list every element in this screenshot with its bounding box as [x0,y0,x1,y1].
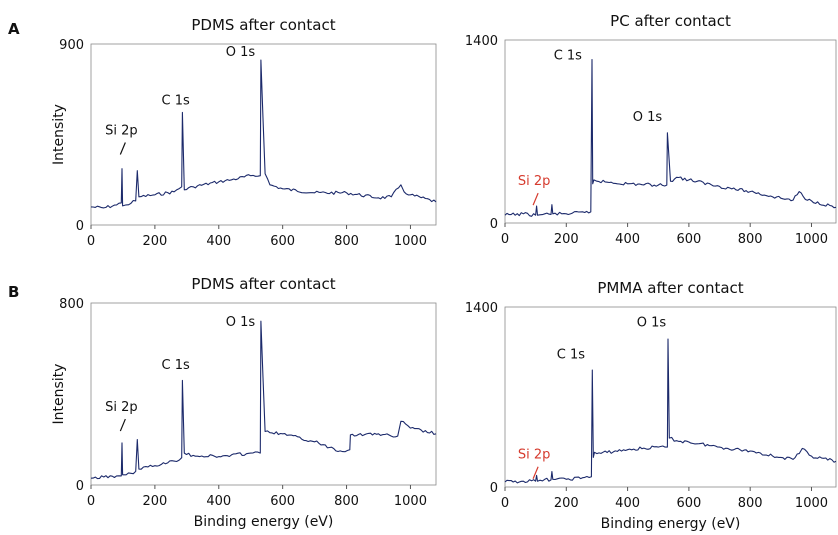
y-tick-label: 1400 [465,301,498,316]
spectrum-line [504,59,837,217]
y-axis-label: Intensity [51,104,67,165]
peak-label: C 1s [557,347,585,362]
chart-panel-1: PDMS after contact 0 200 400 600 800 1000 0 900 I… [51,16,437,249]
y-tick-label: 0 [76,219,84,234]
x-tick-label: 600 [270,234,295,249]
chart-title: PDMS after contact [191,16,335,34]
panel-label-b: B [8,283,19,301]
spectrum-line [90,320,437,480]
peak-pointer [532,466,539,479]
x-tick-label: 0 [501,496,509,511]
peak-label: Si 2p [105,400,138,415]
x-axis-label: Binding energy (eV) [194,514,334,530]
panel-label-a: A [8,20,20,38]
y-tick-label: 0 [76,479,84,494]
peak-label: O 1s [637,315,667,330]
peak-label: C 1s [554,49,582,64]
spectrum-line [504,338,837,484]
peak-pointer [119,418,126,432]
peak-label: Si 2p [105,124,138,139]
y-tick-label: 800 [59,297,84,312]
x-tick-label: 600 [676,232,701,247]
peak-label: O 1s [226,45,256,60]
x-tick-label: 400 [615,232,640,247]
chart-title: PC after contact [610,12,731,30]
x-tick-label: 200 [142,494,167,509]
x-tick-label: 800 [334,494,359,509]
x-tick-label: 400 [206,494,231,509]
chart-title: PDMS after contact [191,275,335,293]
chart-panel-2: PC after contact 0 200 400 600 800 1000 0 1400 Si… [465,12,837,247]
chart-panel-3: PDMS after contact 0 200 400 600 800 1000 0 800 I… [51,275,437,530]
x-tick-label: 1000 [795,232,828,247]
x-tick-label: 0 [501,232,509,247]
x-tick-label: 0 [87,234,95,249]
plot-frame [90,43,437,226]
charts-group: PDMS after contact 0 200 400 600 800 1000 0 900 I… [51,12,837,532]
x-tick-label: 0 [87,494,95,509]
x-tick-label: 1000 [795,496,828,511]
spectrum-line [90,59,437,209]
x-tick-label: 400 [206,234,231,249]
peak-label: O 1s [633,110,663,125]
x-tick-label: 800 [334,234,359,249]
y-tick-label: 900 [59,38,84,53]
y-axis-label: Intensity [51,364,67,425]
peak-label: Si 2p [518,448,551,463]
peak-label: C 1s [162,93,190,108]
chart-title: PMMA after contact [597,279,743,297]
x-tick-label: 200 [554,496,579,511]
x-tick-label: 400 [615,496,640,511]
x-tick-label: 800 [738,232,763,247]
plot-frame [90,302,437,486]
y-tick-label: 0 [490,217,498,232]
x-tick-label: 200 [554,232,579,247]
x-tick-label: 600 [676,496,701,511]
y-tick-label: 0 [490,481,498,496]
x-tick-label: 800 [738,496,763,511]
x-tick-label: 1000 [394,494,427,509]
x-tick-label: 200 [142,234,167,249]
x-tick-label: 600 [270,494,295,509]
peak-label: O 1s [226,315,256,330]
plot-frame [504,306,837,488]
peak-label: C 1s [162,358,190,373]
chart-panel-4: PMMA after contact 0 200 400 600 800 1000 0 1400… [465,279,837,532]
x-tick-label: 1000 [394,234,427,249]
peak-pointer [119,142,126,155]
plot-frame [504,39,837,224]
y-tick-label: 1400 [465,34,498,49]
x-axis-label: Binding energy (eV) [601,516,741,532]
peak-label: Si 2p [518,174,551,189]
peak-pointer [532,192,539,206]
